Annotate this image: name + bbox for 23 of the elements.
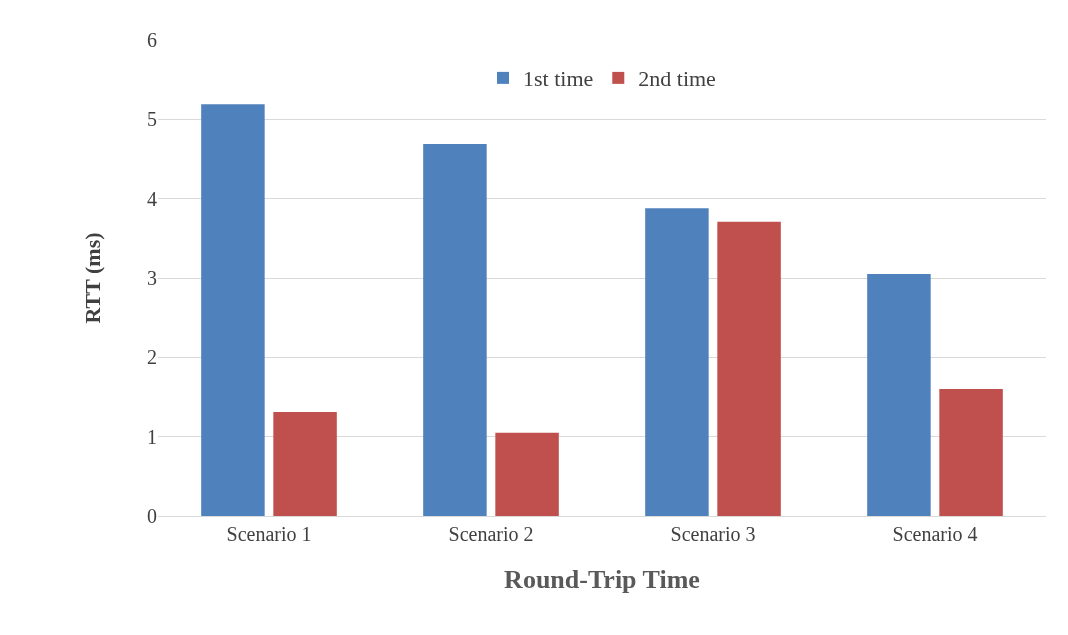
x-tick-label: Scenario 2 [448,523,534,545]
y-axis-title: RTT (ms) [79,232,105,324]
y-tick-label: 2 [147,346,157,369]
bar [423,143,487,516]
bar [867,274,931,516]
y-tick-label: 5 [147,108,157,131]
y-tick-label: 0 [147,505,157,527]
legend-label: 2nd time [638,66,716,92]
bar [645,208,709,516]
bar [201,104,265,516]
x-tick-label: Scenario 3 [670,523,756,545]
y-tick-label: 4 [147,187,157,210]
bar [939,389,1003,516]
x-tick-label: Scenario 4 [892,523,978,545]
x-axis-title: Round-Trip Time [504,564,700,594]
y-tick-label: 1 [147,425,157,448]
bar [717,221,781,516]
legend-label: 1st time [523,66,594,92]
y-tick-label: 6 [147,29,157,51]
bar [495,432,559,516]
y-tick-label: 3 [147,267,157,289]
x-tick-label: Scenario 1 [226,523,312,545]
bar [273,412,337,516]
